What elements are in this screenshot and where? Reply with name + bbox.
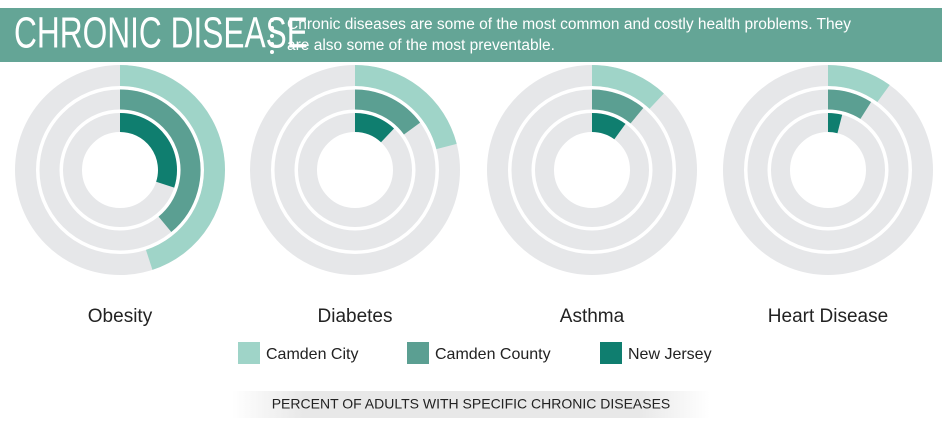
ring-track bbox=[298, 113, 412, 227]
ring-arc bbox=[827, 89, 872, 120]
ring-arc bbox=[119, 65, 225, 270]
ring-arc bbox=[119, 113, 177, 188]
subtitle-line: Chronic diseases are some of the most co… bbox=[287, 16, 851, 33]
ring-arc bbox=[354, 113, 395, 143]
ring-arc bbox=[591, 89, 644, 124]
caption: PERCENT OF ADULTS WITH SPECIFIC CHRONIC … bbox=[272, 396, 671, 412]
header-band bbox=[0, 8, 942, 62]
ring-track bbox=[535, 113, 649, 227]
legend-label: Camden County bbox=[435, 346, 551, 363]
ring-arc bbox=[591, 113, 626, 140]
ring-arc bbox=[591, 65, 664, 110]
ring-track bbox=[771, 113, 885, 227]
caption-band bbox=[232, 391, 710, 418]
legend-swatch bbox=[238, 342, 260, 364]
separator bbox=[270, 18, 274, 54]
title: CHRONIC DISEASE bbox=[14, 9, 308, 58]
legend-label: New Jersey bbox=[628, 346, 712, 363]
category-label: Diabetes bbox=[318, 306, 393, 327]
category-label: Heart Disease bbox=[768, 306, 888, 327]
category-label: Asthma bbox=[560, 306, 625, 327]
ring-arc bbox=[827, 65, 890, 103]
legend-swatch bbox=[407, 342, 429, 364]
legend-label: Camden City bbox=[266, 346, 358, 363]
ring-arc bbox=[119, 89, 201, 233]
subtitle-line: are also some of the most preventable. bbox=[287, 37, 555, 54]
legend-swatch bbox=[600, 342, 622, 364]
ring-arc bbox=[354, 89, 421, 135]
category-label: Obesity bbox=[88, 306, 153, 327]
ring-arc bbox=[354, 65, 457, 150]
ring-arc bbox=[827, 113, 843, 134]
